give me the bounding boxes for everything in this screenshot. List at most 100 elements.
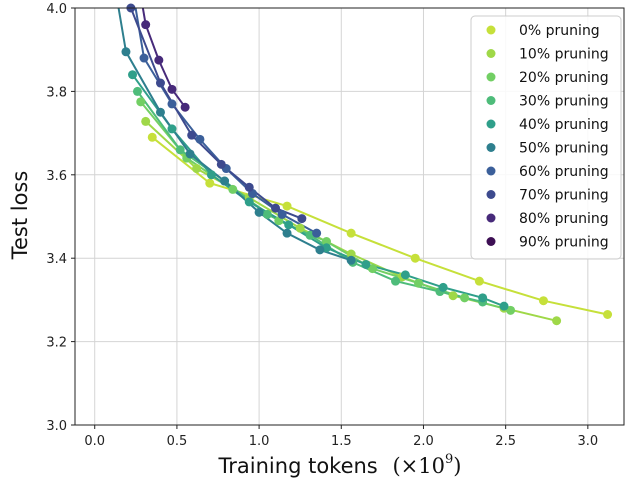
data-point [141,20,151,30]
x-axis-label-exp: 9 [445,452,453,467]
legend-entry: 0% pruning [519,23,600,39]
data-point [315,245,325,255]
data-point [147,132,157,142]
data-point [228,184,238,194]
data-point [361,259,371,269]
x-tick-label: 1.5 [331,434,352,449]
x-tick-label: 3.0 [577,434,598,449]
data-point [603,309,613,319]
series-line [136,90,483,303]
x-ticks: 0.0 0.5 1.0 1.5 2.0 2.5 3.0 [84,425,598,449]
data-point [552,316,562,326]
x-axis-label-unit: (×10 [392,454,445,478]
y-tick-label: 3.4 [46,252,67,267]
data-point [282,228,292,238]
legend-marker [486,213,496,223]
legend-entry: 80% pruning [519,211,609,227]
data-point [154,55,164,65]
data-point [132,86,142,96]
data-point [478,293,488,303]
data-point [312,228,322,238]
data-point [155,78,165,88]
data-point [499,301,509,311]
data-point [136,97,146,107]
legend-entry: 20% pruning [519,70,609,86]
legend-entry: 70% pruning [519,188,609,204]
data-point [368,264,378,274]
data-point [410,253,420,263]
data-point [448,291,458,301]
data-point [192,164,202,174]
x-tick-label: 2.5 [495,434,516,449]
y-ticks: 3.0 3.2 3.4 3.6 3.8 4.0 [46,2,75,434]
x-axis-label-close: ) [453,454,461,478]
legend-marker [486,166,496,176]
data-point [538,296,548,306]
y-tick-label: 3.2 [46,336,67,351]
legend-box [470,15,622,260]
y-tick-label: 3.8 [46,85,67,100]
data-point [167,84,177,94]
data-point [206,170,216,180]
data-point [506,305,516,315]
data-point [220,176,230,186]
data-point [195,134,205,144]
data-point [460,293,470,303]
data-point [391,276,401,286]
y-tick-label: 4.0 [46,2,67,17]
legend-marker [486,237,496,246]
data-point [474,276,484,286]
x-tick-label: 0.5 [167,434,188,449]
plot-frame [74,7,625,426]
data-point [141,116,151,126]
data-point [244,197,254,207]
x-tick-label: 2.0 [413,434,434,449]
data-point [438,282,448,292]
data-point [121,47,131,57]
series-points [121,3,613,326]
data-point [167,99,177,109]
data-point [167,124,177,134]
legend-marker [486,72,496,82]
x-axis-label: Training tokens (×109) [218,452,462,478]
data-point [284,220,294,230]
data-point [244,182,254,192]
legend-entry: 30% pruning [519,94,609,110]
x-axis-label-text: Training tokens [218,454,378,478]
y-tick-label: 3.6 [46,169,67,184]
x-tick-label: 0.0 [84,434,105,449]
legend-marker [486,119,496,129]
x-tick-label: 1.0 [249,434,270,449]
series-line [141,8,186,108]
data-point [139,53,149,63]
data-point [321,237,331,247]
data-point [346,249,356,259]
data-point [216,159,226,169]
legend-entry: 60% pruning [519,164,609,180]
legend-entry: 50% pruning [519,141,609,157]
data-point [282,201,292,211]
data-point [400,270,410,280]
legend-marker [486,143,496,152]
data-point [187,130,197,140]
data-point [271,203,281,213]
data-point [414,278,424,288]
series-line [151,136,608,316]
legend-marker [486,190,496,199]
data-point [185,149,195,159]
data-point [205,178,215,188]
data-point [346,228,356,238]
data-point [346,255,356,265]
data-point [277,209,287,219]
data-point [175,145,185,155]
legend-marker [486,25,496,35]
data-point [180,102,190,112]
data-point [254,207,264,217]
legend-entry: 40% pruning [519,117,609,133]
y-axis-label: Test loss [8,171,32,261]
legend-marker [486,96,496,105]
data-point [297,214,307,224]
legend-marker [486,49,496,58]
series-line [117,8,352,262]
